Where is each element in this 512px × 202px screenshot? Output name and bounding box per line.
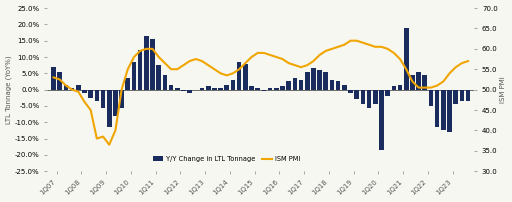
Bar <box>305 72 310 90</box>
Bar <box>169 85 174 90</box>
Bar <box>379 90 384 150</box>
Bar <box>230 80 236 90</box>
Bar <box>51 67 56 90</box>
Bar <box>367 90 371 108</box>
Bar <box>386 90 390 96</box>
Bar <box>292 78 297 90</box>
Bar <box>348 90 353 93</box>
Bar <box>416 72 421 90</box>
Bar <box>460 90 464 101</box>
Bar <box>262 90 266 91</box>
Bar <box>70 88 74 90</box>
Bar <box>150 39 155 90</box>
Bar <box>454 90 458 104</box>
Bar <box>330 80 334 90</box>
Bar <box>95 90 99 101</box>
Bar <box>82 90 87 93</box>
Bar <box>63 85 68 90</box>
Bar <box>280 86 285 90</box>
Bar <box>410 75 415 90</box>
Bar <box>286 81 291 90</box>
Bar <box>101 90 105 108</box>
Bar <box>156 65 161 90</box>
Bar <box>206 86 210 90</box>
Bar <box>243 64 248 90</box>
Bar <box>398 85 402 90</box>
Bar <box>373 90 377 104</box>
Bar <box>268 88 272 90</box>
Bar <box>163 75 167 90</box>
Bar <box>342 85 347 90</box>
Bar <box>441 90 445 130</box>
Bar <box>237 62 242 90</box>
Bar <box>435 90 439 127</box>
Bar <box>392 86 396 90</box>
Bar <box>336 81 340 90</box>
Bar <box>298 80 303 90</box>
Bar <box>113 90 118 116</box>
Bar <box>76 85 80 90</box>
Bar <box>466 90 471 101</box>
Bar <box>200 88 204 90</box>
Bar <box>175 88 180 90</box>
Bar <box>125 78 130 90</box>
Y-axis label: LTL Tonnage (YoY%): LTL Tonnage (YoY%) <box>6 55 12 124</box>
Bar <box>404 28 409 90</box>
Bar <box>144 36 148 90</box>
Bar <box>422 75 427 90</box>
Bar <box>224 85 229 90</box>
Bar <box>187 90 192 93</box>
Bar <box>274 88 279 90</box>
Bar <box>89 90 93 98</box>
Bar <box>218 88 223 90</box>
Bar <box>429 90 433 106</box>
Bar <box>311 68 316 90</box>
Bar <box>324 72 328 90</box>
Bar <box>255 88 260 90</box>
Bar <box>181 90 186 91</box>
Bar <box>249 86 254 90</box>
Bar <box>360 90 365 104</box>
Bar <box>107 90 112 127</box>
Bar <box>119 90 124 108</box>
Bar <box>132 62 136 90</box>
Bar <box>354 90 359 99</box>
Bar <box>447 90 452 132</box>
Y-axis label: ISM PMI: ISM PMI <box>500 76 506 103</box>
Bar <box>212 88 217 90</box>
Legend: Y/Y Change in LTL Tonnage, ISM PMI: Y/Y Change in LTL Tonnage, ISM PMI <box>151 153 303 165</box>
Bar <box>317 70 322 90</box>
Bar <box>57 72 62 90</box>
Bar <box>138 50 142 90</box>
